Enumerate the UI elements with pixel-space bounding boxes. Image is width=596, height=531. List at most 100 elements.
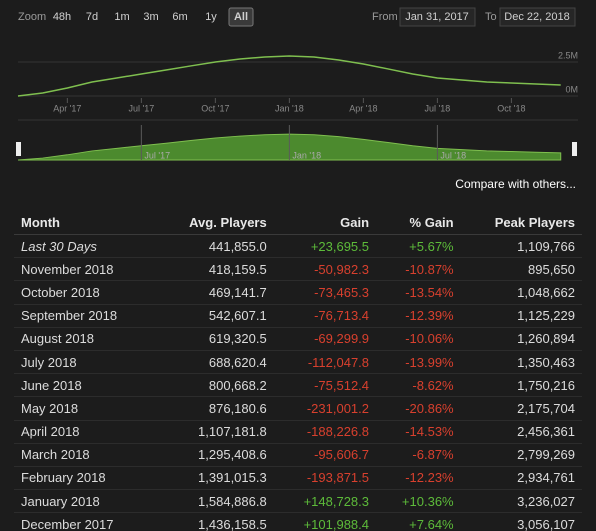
cell: 1,391,015.3 — [155, 466, 274, 491]
cell: -8.62% — [376, 373, 461, 398]
from-date[interactable]: Jan 31, 2017 — [405, 11, 469, 23]
compare-link[interactable]: Compare with others... — [455, 177, 576, 191]
table-row: April 2018 1,107,181.8 -188,226.8 -14.53% 2,… — [14, 420, 582, 444]
cell: 3,236,027 — [460, 489, 582, 514]
cell: 2,799,269 — [460, 443, 582, 467]
cell: 2,175,704 — [460, 396, 582, 421]
cell: November 2018 — [14, 257, 156, 282]
player-line — [17, 55, 561, 97]
cell: 800,668.2 — [155, 373, 274, 398]
cell: 1,295,408.6 — [155, 443, 274, 467]
cell: +10.36% — [376, 489, 461, 514]
cell: 441,855.0 — [155, 234, 274, 259]
cell: -10.87% — [376, 257, 461, 282]
table-row: November 2018 418,159.5 -50,982.3 -10.87% 89… — [14, 257, 582, 282]
cell: December 2017 — [14, 512, 156, 531]
table-row: June 2018 800,668.2 -75,512.4 -8.62% 1,750,2… — [14, 373, 582, 398]
cell: 688,620.4 — [155, 350, 274, 375]
nav-tick-label: Jul '17 — [144, 150, 170, 160]
zoom-button[interactable]: 1m — [114, 11, 129, 23]
header-row: Month Avg. Players Gain% Gain Peak Players — [14, 210, 582, 235]
zoom-button[interactable]: 48h — [53, 11, 71, 23]
cell: -231,001.2 — [273, 396, 377, 421]
cell: 1,436,158.5 — [155, 512, 274, 531]
cell: February 2018 — [14, 466, 156, 491]
from-label: From — [372, 11, 398, 23]
cell: 1,350,463 — [460, 350, 582, 375]
cell: September 2018 — [14, 304, 156, 328]
cell: January 2018 — [14, 489, 156, 514]
cell: June 2018 — [14, 373, 156, 398]
cell: 1,107,181.8 — [155, 420, 274, 444]
cell: October 2018 — [14, 280, 156, 305]
cell: 876,180.6 — [155, 396, 274, 421]
column-header: Gain — [273, 210, 377, 235]
table-row: September 2018 542,607.1 -76,713.4 -12.39% 1… — [14, 304, 582, 328]
to-date[interactable]: Dec 22, 2018 — [504, 11, 569, 23]
column-header: % Gain — [376, 210, 461, 235]
cell: -13.54% — [376, 280, 461, 305]
cell: +7.64% — [376, 512, 461, 531]
cell: 3,056,107 — [460, 512, 582, 531]
zoom-button[interactable]: 3m — [143, 11, 158, 23]
column-header: Peak Players — [460, 210, 582, 235]
nav-tick-label: Jan '18 — [292, 150, 321, 160]
table-row: March 2018 1,295,408.6 -95,606.7 -6.87% 2,79… — [14, 443, 582, 467]
x-tick-label: Jan '18 — [275, 103, 304, 113]
nav-handle-right[interactable] — [572, 142, 577, 156]
cell: -76,713.4 — [273, 304, 377, 328]
column-header: Avg. Players — [155, 210, 274, 235]
cell: 1,750,216 — [460, 373, 582, 398]
zoom-button[interactable]: All — [234, 11, 248, 23]
table-row: October 2018 469,141.7 -73,465.3 -13.54% 1,0… — [14, 280, 582, 305]
cell: -73,465.3 — [273, 280, 377, 305]
cell: +101,988.4 — [273, 512, 377, 531]
column-header: Month — [14, 210, 156, 235]
to-label: To — [485, 11, 497, 23]
cell: March 2018 — [14, 443, 156, 467]
x-tick-label: Oct '17 — [201, 103, 229, 113]
table-row: Last 30 Days 441,855.0 +23,695.5 +5.67% 1,10… — [14, 234, 582, 259]
cell: +5.67% — [376, 234, 461, 259]
table-row: July 2018 688,620.4 -112,047.8 -13.99% 1,350… — [14, 350, 582, 375]
cell: 2,934,761 — [460, 466, 582, 491]
cell: -50,982.3 — [273, 257, 377, 282]
table-row: August 2018 619,320.5 -69,299.9 -10.06% 1,26… — [14, 327, 582, 351]
y-tick-label: 0M — [565, 84, 578, 94]
cell: April 2018 — [14, 420, 156, 444]
cell: -10.06% — [376, 327, 461, 351]
cell: -6.87% — [376, 443, 461, 467]
cell: 1,125,229 — [460, 304, 582, 328]
from-input[interactable] — [399, 7, 476, 27]
cell: +148,728.3 — [273, 489, 377, 514]
x-tick-label: Jul '17 — [128, 103, 154, 113]
cell: 542,607.1 — [155, 304, 274, 328]
cell: -20.86% — [376, 396, 461, 421]
table-row: February 2018 1,391,015.3 -193,871.5 -12.23… — [14, 466, 582, 491]
zoom-button[interactable]: 1y — [205, 11, 217, 23]
cell: -112,047.8 — [273, 350, 377, 375]
cell: -69,299.9 — [273, 327, 377, 351]
to-input[interactable] — [499, 7, 576, 27]
data-table: Month Avg. Players Gain% Gain Peak Players L… — [14, 210, 582, 531]
cell: 418,159.5 — [155, 257, 274, 282]
cell: -75,512.4 — [273, 373, 377, 398]
x-tick-label: Apr '18 — [349, 103, 377, 113]
cell: -95,606.7 — [273, 443, 377, 467]
y-tick-label: 2.5M — [558, 50, 578, 60]
x-tick-label: Apr '17 — [53, 103, 81, 113]
cell: 1,584,886.8 — [155, 489, 274, 514]
cell: 619,320.5 — [155, 327, 274, 351]
cell: -12.39% — [376, 304, 461, 328]
cell: 1,048,662 — [460, 280, 582, 305]
active-button-box — [228, 7, 254, 27]
cell: July 2018 — [14, 350, 156, 375]
cell: August 2018 — [14, 327, 156, 351]
zoom-button[interactable]: 7d — [86, 11, 98, 23]
cell: +23,695.5 — [273, 234, 377, 259]
nav-handle-left[interactable] — [16, 142, 21, 156]
cell: 1,260,894 — [460, 327, 582, 351]
cell: -13.99% — [376, 350, 461, 375]
zoom-button[interactable]: 6m — [172, 11, 187, 23]
